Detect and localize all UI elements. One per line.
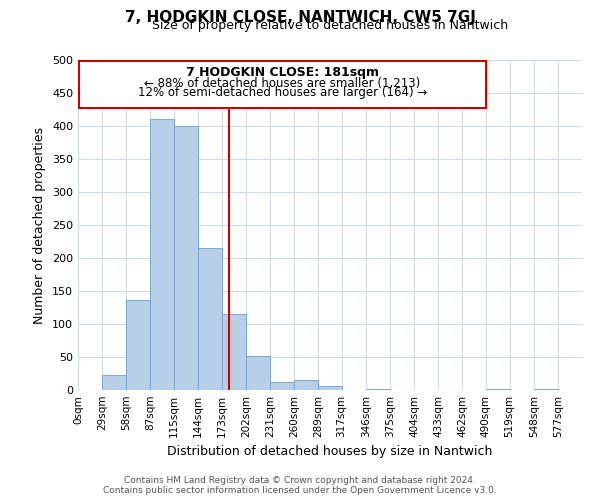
Y-axis label: Number of detached properties: Number of detached properties bbox=[34, 126, 46, 324]
Bar bbox=[270, 382, 294, 390]
Bar bbox=[294, 380, 319, 390]
Text: 7 HODGKIN CLOSE: 181sqm: 7 HODGKIN CLOSE: 181sqm bbox=[185, 66, 379, 79]
Bar bbox=[102, 376, 126, 390]
FancyBboxPatch shape bbox=[79, 62, 485, 108]
X-axis label: Distribution of detached houses by size in Nantwich: Distribution of detached houses by size … bbox=[167, 446, 493, 458]
Text: ← 88% of detached houses are smaller (1,213): ← 88% of detached houses are smaller (1,… bbox=[144, 76, 421, 90]
Bar bbox=[485, 388, 509, 390]
Bar bbox=[198, 248, 222, 390]
Title: Size of property relative to detached houses in Nantwich: Size of property relative to detached ho… bbox=[152, 20, 508, 32]
Bar bbox=[319, 386, 343, 390]
Bar bbox=[366, 388, 390, 390]
Text: Contains HM Land Registry data © Crown copyright and database right 2024.
Contai: Contains HM Land Registry data © Crown c… bbox=[103, 476, 497, 495]
Bar bbox=[534, 388, 558, 390]
Bar bbox=[222, 314, 246, 390]
Text: 12% of semi-detached houses are larger (164) →: 12% of semi-detached houses are larger (… bbox=[137, 86, 427, 100]
Bar bbox=[173, 126, 198, 390]
Text: 7, HODGKIN CLOSE, NANTWICH, CW5 7GJ: 7, HODGKIN CLOSE, NANTWICH, CW5 7GJ bbox=[125, 10, 475, 25]
Bar bbox=[126, 300, 151, 390]
Bar bbox=[246, 356, 270, 390]
Bar bbox=[151, 120, 175, 390]
